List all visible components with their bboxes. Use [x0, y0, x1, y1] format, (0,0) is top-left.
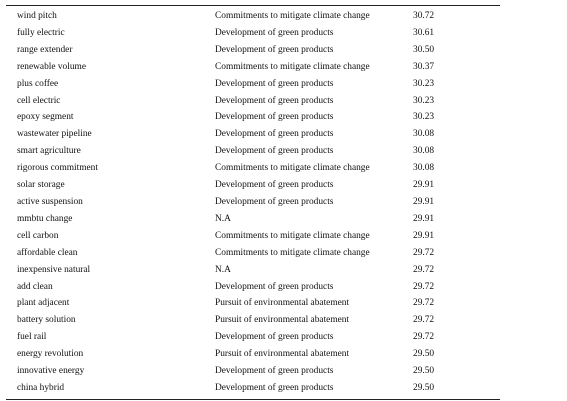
category-cell: Commitments to mitigate climate change: [215, 11, 370, 21]
value-cell: 30.50: [413, 44, 435, 55]
category-cell: Development of green products: [215, 27, 334, 38]
table-row: smart agriculture Development of green pr…: [6, 143, 500, 160]
value-cell: 29.50: [413, 366, 435, 377]
term-cell: wastewater pipeline: [17, 129, 92, 140]
table-row: rigorous commitment Commitments to mitiga…: [6, 160, 500, 177]
category-cell: N.A: [215, 264, 231, 275]
table-row: mmbtu change N.A 29.91: [6, 211, 500, 228]
term-cell: renewable volume: [17, 61, 86, 72]
bottom-rule: [6, 398, 500, 400]
category-cell: Pursuit of environmental abatement: [215, 298, 350, 309]
term-cell: plus coffee: [17, 78, 59, 89]
term-cell: affordable clean: [17, 247, 78, 258]
table-row: epoxy segment Development of green produc…: [6, 109, 500, 126]
value-cell: 29.50: [413, 349, 435, 360]
table-row: cell electric Development of green produc…: [6, 93, 500, 110]
value-cell: 29.91: [413, 196, 435, 207]
term-cell: china hybrid: [17, 382, 65, 393]
table-row: innovative energy Development of green pr…: [6, 363, 500, 380]
category-cell: Commitments to mitigate climate change: [215, 247, 370, 258]
table-row: solar storage Development of green produc…: [6, 177, 500, 194]
category-cell: Development of green products: [215, 180, 334, 191]
term-cell: mmbtu change: [17, 213, 73, 224]
value-cell: 29.72: [413, 332, 435, 343]
category-cell: Development of green products: [215, 366, 334, 377]
term-cell: energy revolution: [17, 349, 84, 360]
value-cell: 30.23: [413, 78, 435, 89]
term-cell: smart agriculture: [17, 146, 81, 157]
table-row: energy revolution Pursuit of environmenta…: [6, 346, 500, 363]
value-cell: 30.08: [413, 129, 435, 140]
value-cell: 29.91: [413, 180, 435, 191]
term-cell: range extender: [17, 44, 73, 55]
category-cell: Commitments to mitigate climate change: [215, 61, 370, 72]
value-cell: 29.72: [413, 298, 435, 309]
value-cell: 30.61: [413, 27, 435, 38]
value-cell: 30.08: [413, 146, 435, 157]
table-row: renewable volume Commitments to mitigate …: [6, 59, 500, 76]
term-cell: cell carbon: [17, 230, 59, 241]
category-cell: Development of green products: [215, 44, 334, 55]
category-cell: Development of green products: [215, 129, 334, 140]
value-cell: 30.23: [413, 112, 435, 123]
value-cell: 29.50: [413, 382, 435, 393]
table-row: range extender Development of green produ…: [6, 42, 500, 59]
term-cell: fully electric: [17, 27, 65, 38]
category-cell: Commitments to mitigate climate change: [215, 163, 370, 174]
term-cell: rigorous commitment: [17, 163, 98, 174]
category-cell: Development of green products: [215, 382, 334, 393]
data-table: wind pitch Commitments to mitigate climat…: [6, 6, 500, 397]
table-row: affordable clean Commitments to mitigate …: [6, 245, 500, 262]
top-rule: [6, 5, 500, 6]
table-row: china hybrid Development of green product…: [6, 380, 500, 397]
value-cell: 29.72: [413, 247, 435, 258]
value-cell: 29.91: [413, 230, 435, 241]
data-table-container: wind pitch Commitments to mitigate climat…: [6, 5, 500, 400]
term-cell: innovative energy: [17, 366, 85, 377]
table-row: active suspension Development of green pr…: [6, 194, 500, 211]
table-row: plant adjacent Pursuit of environmental a…: [6, 295, 500, 312]
term-cell: inexpensive natural: [17, 264, 91, 275]
value-cell: 29.91: [413, 213, 435, 224]
table-row: wastewater pipeline Development of green …: [6, 126, 500, 143]
value-cell: 29.72: [413, 315, 435, 326]
category-cell: Development of green products: [215, 281, 334, 292]
table-body: wind pitch Commitments to mitigate climat…: [6, 6, 500, 397]
term-cell: plant adjacent: [17, 298, 70, 309]
table-row: wind pitch Commitments to mitigate climat…: [6, 6, 500, 25]
table-row: plus coffee Development of green products…: [6, 76, 500, 93]
category-cell: Development of green products: [215, 78, 334, 89]
table-row: cell carbon Commitments to mitigate clima…: [6, 228, 500, 245]
table-row: add clean Development of green products 29…: [6, 279, 500, 296]
table-row: battery solution Pursuit of environmental…: [6, 312, 500, 329]
table-row: fuel rail Development of green products 29…: [6, 329, 500, 346]
category-cell: Development of green products: [215, 332, 334, 343]
term-cell: solar storage: [17, 180, 65, 191]
category-cell: Development of green products: [215, 95, 334, 106]
term-cell: active suspension: [17, 196, 83, 207]
term-cell: cell electric: [17, 95, 61, 106]
category-cell: Pursuit of environmental abatement: [215, 315, 350, 326]
category-cell: Commitments to mitigate climate change: [215, 230, 370, 241]
category-cell: Pursuit of environmental abatement: [215, 349, 350, 360]
category-cell: N.A: [215, 213, 231, 224]
category-cell: Development of green products: [215, 196, 334, 207]
table-row: fully electric Development of green produ…: [6, 25, 500, 42]
category-cell: Development of green products: [215, 112, 334, 123]
value-cell: 29.72: [413, 264, 435, 275]
term-cell: add clean: [17, 281, 53, 292]
value-cell: 30.08: [413, 163, 435, 174]
term-cell: fuel rail: [17, 332, 47, 343]
value-cell: 29.72: [413, 281, 435, 292]
value-cell: 30.72: [413, 11, 435, 21]
table-row: inexpensive natural N.A 29.72: [6, 262, 500, 279]
value-cell: 30.23: [413, 95, 435, 106]
term-cell: wind pitch: [17, 11, 57, 21]
term-cell: battery solution: [17, 315, 76, 326]
term-cell: epoxy segment: [17, 112, 74, 123]
category-cell: Development of green products: [215, 146, 334, 157]
value-cell: 30.37: [413, 61, 435, 72]
